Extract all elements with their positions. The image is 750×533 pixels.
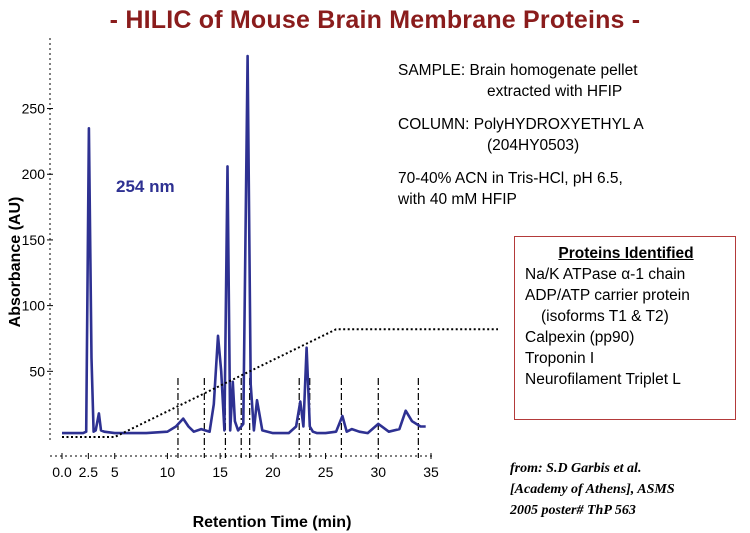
citation-line-1: from: S.D Garbis et al. [510, 461, 642, 476]
x-tick-label: 5 [111, 464, 119, 480]
axes [49, 38, 435, 457]
x-tick-label: 25 [318, 464, 334, 480]
wavelength-annotation: 254 nm [116, 177, 175, 196]
sample-line-1: SAMPLE: Brain homogenate pellet [398, 62, 638, 79]
citation: from: S.D Garbis et al. [Academy of Athe… [510, 458, 675, 521]
y-tick-label: 50 [29, 363, 45, 379]
x-tick-label: 2.5 [79, 464, 99, 480]
protein-item: (isoforms T1 & T2) [541, 308, 669, 325]
chart-title: - HILIC of Mouse Brain Membrane Proteins… [109, 6, 641, 34]
protein-item: Troponin I [525, 350, 595, 367]
x-tick-labels: 0.0 2.5 5 10 15 20 25 30 35 [52, 453, 439, 480]
gradient-line [62, 328, 498, 438]
mobile-phase-info: 70-40% ACN in Tris-HCl, pH 6.5, with 40 … [398, 168, 623, 210]
x-tick-label: 10 [160, 464, 176, 480]
y-tick-labels: 50 100 150 200 250 [22, 101, 53, 379]
y-tick-label: 250 [22, 101, 46, 117]
protein-item: Neurofilament Triplet L [525, 371, 681, 388]
y-tick-label: 100 [22, 298, 46, 314]
column-line-2: (204HY0503) [487, 137, 580, 154]
y-tick-label: 150 [22, 232, 46, 248]
protein-item: ADP/ATP carrier protein [525, 287, 690, 304]
x-tick-label: 20 [265, 464, 281, 480]
mobile-phase-line-1: 70-40% ACN in Tris-HCl, pH 6.5, [398, 170, 623, 187]
proteins-header: Proteins Identified [558, 245, 694, 262]
mobile-phase-line-2: with 40 mM HFIP [398, 191, 517, 208]
sample-info: SAMPLE: Brain homogenate pellet extracte… [398, 60, 638, 102]
x-tick-label: 30 [370, 464, 386, 480]
x-tick-label: 15 [212, 464, 228, 480]
protein-item: Calpexin (pp90) [525, 329, 635, 346]
column-info: COLUMN: PolyHYDROXYETHYL A (204HY0503) [398, 114, 644, 156]
x-axis-label: Retention Time (min) [193, 514, 352, 531]
y-axis-label: Absorbance (AU) [7, 197, 24, 328]
protein-item: Na/K ATPase α-1 chain [525, 266, 686, 283]
x-tick-label: 0.0 [52, 464, 72, 480]
citation-line-3: 2005 poster# ThP 563 [510, 503, 636, 518]
y-tick-label: 200 [22, 166, 46, 182]
series-lines [62, 54, 498, 438]
citation-line-2: [Academy of Athens], ASMS [510, 482, 675, 497]
chromatogram-trace [62, 54, 426, 435]
proteins-identified-box: Proteins Identified Na/K ATPase α-1 chai… [514, 236, 736, 420]
x-tick-label: 35 [423, 464, 439, 480]
sample-line-2: extracted with HFIP [487, 83, 623, 100]
column-line-1: COLUMN: PolyHYDROXYETHYL A [398, 116, 644, 133]
